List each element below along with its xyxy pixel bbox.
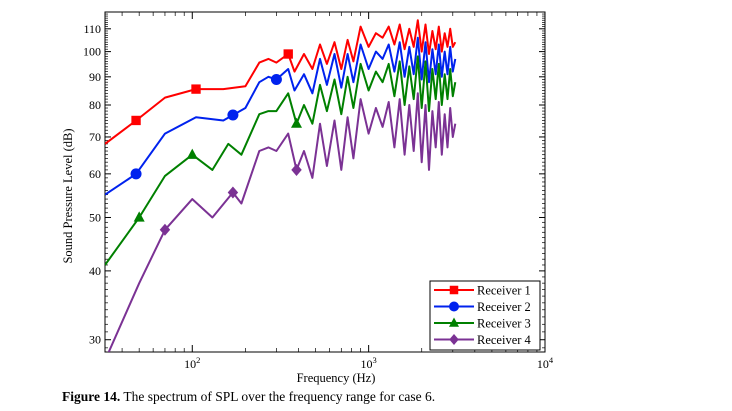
data-point-marker	[133, 211, 145, 222]
data-point-marker	[291, 163, 302, 176]
data-point-marker	[227, 109, 239, 121]
legend-label: Receiver 4	[477, 333, 532, 347]
marker-layer	[130, 49, 303, 236]
y-tick-label: 80	[89, 98, 101, 112]
figure-caption: Figure 14. The spectrum of SPL over the …	[62, 389, 435, 405]
series-line-1	[105, 19, 457, 145]
x-tick-exponent: 3	[373, 355, 377, 365]
data-point-marker	[159, 223, 171, 236]
legend-marker	[449, 334, 459, 345]
legend: Receiver 1 Receiver 2 Receiver 3 Receiver 4	[429, 280, 541, 351]
data-point-marker	[270, 73, 282, 85]
legend-marker	[449, 285, 459, 295]
y-axis-title: Sound Pressure Level (dB)	[61, 128, 75, 263]
legend-marker	[449, 317, 459, 327]
x-tick-exponent: 2	[196, 355, 200, 365]
legend-label: Receiver 3	[477, 317, 531, 331]
data-point-marker	[191, 84, 201, 94]
y-tick-label: 40	[89, 264, 101, 278]
data-point-marker	[131, 115, 141, 126]
x-axis-title: Frequency (Hz)	[297, 371, 376, 385]
data-point-marker	[283, 49, 293, 59]
y-tick-label: 90	[89, 70, 101, 84]
x-axis: 102 103 104	[121, 12, 554, 371]
x-tick-exponent: 4	[549, 355, 554, 365]
y-tick-label: 30	[89, 333, 101, 347]
series-line-3	[105, 55, 457, 266]
y-tick-label: 110	[83, 22, 101, 36]
x-tick-base: 10	[537, 357, 549, 371]
series-layer	[105, 19, 457, 352]
caption-label: Figure 14.	[62, 389, 121, 404]
caption-text: The spectrum of SPL over the frequency r…	[120, 389, 436, 404]
series-line-4	[107, 92, 457, 352]
data-point-marker	[227, 186, 239, 199]
legend-label: Receiver 2	[477, 300, 531, 314]
y-tick-label: 70	[89, 130, 101, 144]
x-tick-base: 10	[184, 357, 196, 371]
y-tick-label: 60	[89, 167, 101, 181]
x-tick-base: 10	[361, 357, 373, 371]
legend-label: Receiver 1	[477, 284, 531, 298]
data-point-marker	[130, 168, 142, 180]
series-line-2	[105, 36, 457, 196]
legend-marker	[449, 301, 459, 312]
y-tick-label: 50	[89, 210, 101, 224]
x-tick-label: 103	[361, 355, 377, 371]
data-point-marker	[291, 117, 303, 128]
data-point-marker	[186, 148, 198, 159]
x-tick-label: 102	[184, 355, 200, 371]
y-tick-label: 100	[83, 45, 101, 59]
y-axis: 30 40 50 60 70 80 90 100 110	[83, 11, 545, 349]
x-tick-label: 104	[537, 355, 554, 371]
legend-box	[429, 280, 541, 351]
